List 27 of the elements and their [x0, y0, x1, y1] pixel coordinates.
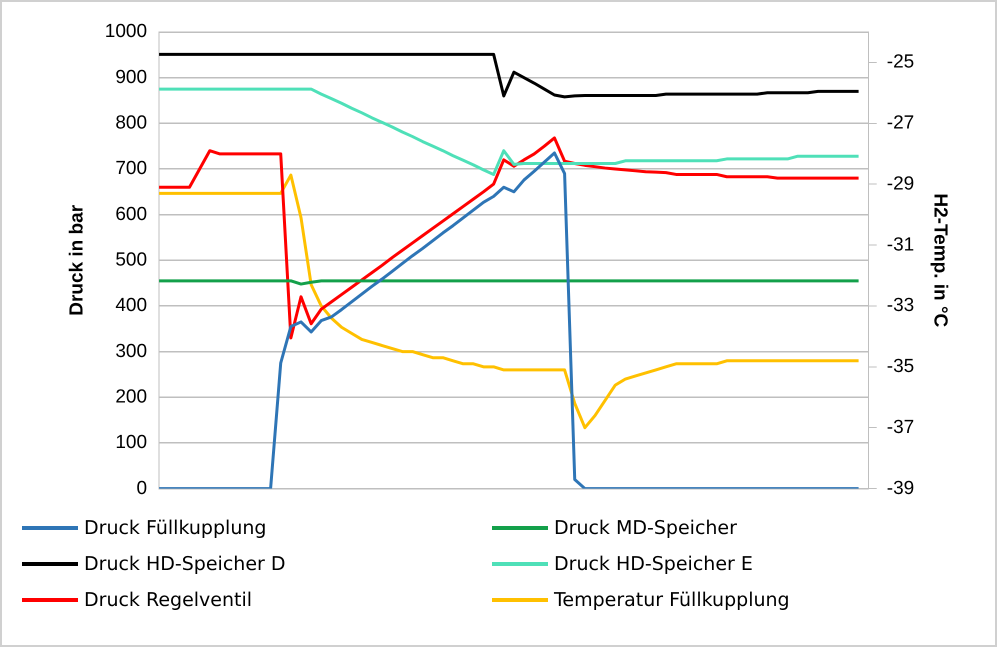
legend-label: Druck Regelventil: [84, 589, 252, 611]
y-tick-label: 100: [115, 432, 148, 454]
y2-tick-label: -31: [886, 234, 914, 256]
y2-tick-label: -29: [886, 173, 914, 194]
y-tick-label: 400: [115, 295, 148, 316]
y-tick-label: 500: [115, 250, 148, 271]
y2-tick-label: -25: [886, 52, 914, 73]
y-tick-label: 600: [115, 204, 148, 225]
y2-tick-label: -35: [886, 356, 914, 378]
y2-tick-label: -33: [886, 295, 914, 316]
legend-label: Temperatur Füllkupplung: [554, 589, 790, 611]
y2-tick-label: -39: [886, 478, 914, 499]
y2-tick-label: -37: [886, 416, 914, 438]
y-tick-label: 300: [115, 340, 148, 362]
y-tick-label: 700: [115, 158, 148, 180]
y-tick-label: 1000: [104, 21, 148, 42]
y-axis-title: Druck in bar: [66, 204, 88, 316]
y-tick-label: 200: [115, 386, 148, 408]
y2-tick-label: -27: [886, 112, 914, 134]
y-tick-label: 900: [115, 66, 148, 88]
legend-label: Druck MD-Speicher: [554, 517, 737, 539]
y-tick-label: 800: [115, 112, 148, 134]
legend-label: Druck Füllkupplung: [84, 517, 266, 539]
y2-axis-title: H2-Temp. in °C: [929, 193, 950, 328]
legend-label: Druck HD-Speicher D: [84, 553, 286, 575]
y-tick-label: 0: [136, 478, 148, 499]
legend-label: Druck HD-Speicher E: [554, 553, 753, 575]
